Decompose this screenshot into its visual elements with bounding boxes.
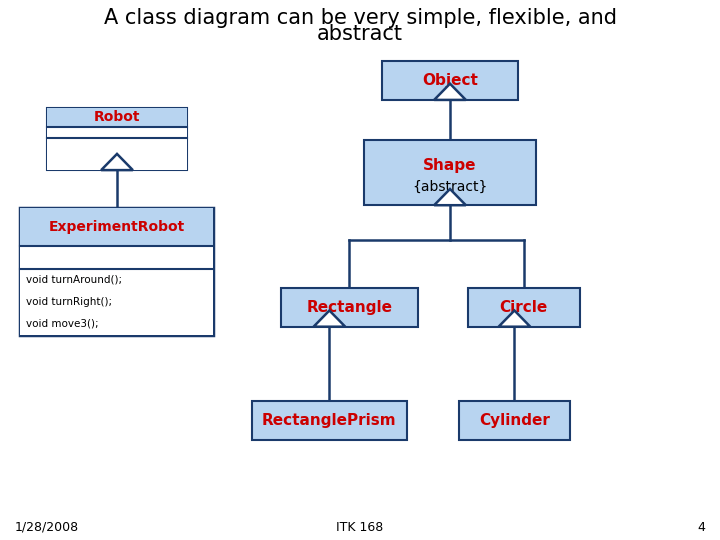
Bar bbox=[47, 126, 187, 138]
Bar bbox=[47, 108, 187, 126]
Text: Shape: Shape bbox=[423, 158, 477, 172]
Text: Cylinder: Cylinder bbox=[479, 413, 550, 428]
Bar bbox=[468, 288, 580, 327]
Polygon shape bbox=[434, 189, 466, 205]
Text: Robot: Robot bbox=[94, 110, 140, 124]
Text: void turnAround();: void turnAround(); bbox=[26, 275, 122, 285]
Bar bbox=[20, 208, 213, 246]
Text: void turnRight();: void turnRight(); bbox=[26, 297, 112, 307]
Polygon shape bbox=[498, 310, 531, 327]
Text: Circle: Circle bbox=[500, 300, 548, 315]
Bar bbox=[47, 108, 187, 170]
Text: 4: 4 bbox=[698, 521, 706, 534]
Text: void move3();: void move3(); bbox=[26, 319, 99, 329]
Text: 1/28/2008: 1/28/2008 bbox=[14, 521, 78, 534]
Polygon shape bbox=[434, 84, 466, 100]
Bar bbox=[252, 401, 407, 440]
Bar bbox=[281, 288, 418, 327]
Bar bbox=[20, 246, 213, 269]
Polygon shape bbox=[101, 154, 133, 170]
Text: ITK 168: ITK 168 bbox=[336, 521, 384, 534]
Polygon shape bbox=[313, 310, 346, 327]
Bar bbox=[20, 269, 213, 335]
Bar bbox=[20, 208, 213, 335]
Bar bbox=[364, 140, 536, 205]
Text: {abstract}: {abstract} bbox=[413, 180, 487, 194]
Text: Rectangle: Rectangle bbox=[306, 300, 392, 315]
Bar bbox=[459, 401, 570, 440]
Text: abstract: abstract bbox=[317, 24, 403, 44]
Bar bbox=[47, 138, 187, 170]
Text: RectanglePrism: RectanglePrism bbox=[262, 413, 397, 428]
Text: A class diagram can be very simple, flexible, and: A class diagram can be very simple, flex… bbox=[104, 8, 616, 28]
Text: Object: Object bbox=[422, 73, 478, 88]
Bar bbox=[382, 61, 518, 100]
Text: ExperimentRobot: ExperimentRobot bbox=[48, 220, 185, 234]
